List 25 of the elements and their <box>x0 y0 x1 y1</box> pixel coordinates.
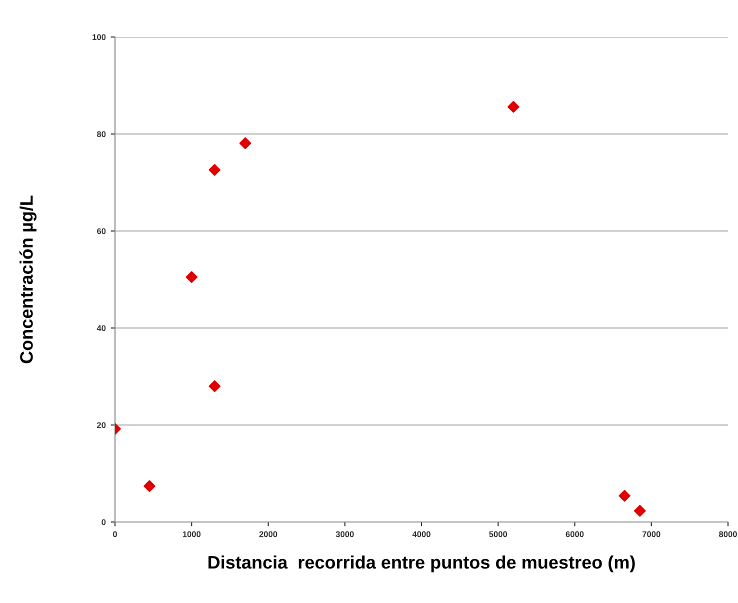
point <box>144 480 156 492</box>
point <box>239 137 252 150</box>
y-tick-label: 0 <box>102 519 106 526</box>
point <box>508 100 520 113</box>
point <box>208 164 221 176</box>
point <box>618 490 630 502</box>
x-tick-label: 8000 <box>718 531 737 538</box>
y-tick-label: 20 <box>96 422 106 428</box>
x-tick-label: 5000 <box>489 531 508 538</box>
x-tick-label: 4000 <box>412 531 430 538</box>
y-axis-title: Concentración µg/L <box>19 196 37 364</box>
x-tick-label: 1000 <box>182 531 201 538</box>
y-tick-label: 40 <box>96 325 106 332</box>
y-tick-label: 60 <box>97 228 106 234</box>
x-tick-label: 3000 <box>336 531 354 538</box>
x-axis-title: Distancia recorrida entre puntos de muestreo (m) <box>208 555 635 572</box>
point <box>186 271 198 283</box>
x-tick-label: 0 <box>113 531 117 538</box>
y-tick-label: 100 <box>92 34 106 40</box>
y-tick-label: 80 <box>96 131 106 138</box>
point <box>208 380 221 392</box>
x-tick-label: 2000 <box>259 531 278 538</box>
point <box>634 504 646 517</box>
x-tick-label: 6000 <box>566 531 584 538</box>
x-tick-label: 7000 <box>642 531 660 538</box>
